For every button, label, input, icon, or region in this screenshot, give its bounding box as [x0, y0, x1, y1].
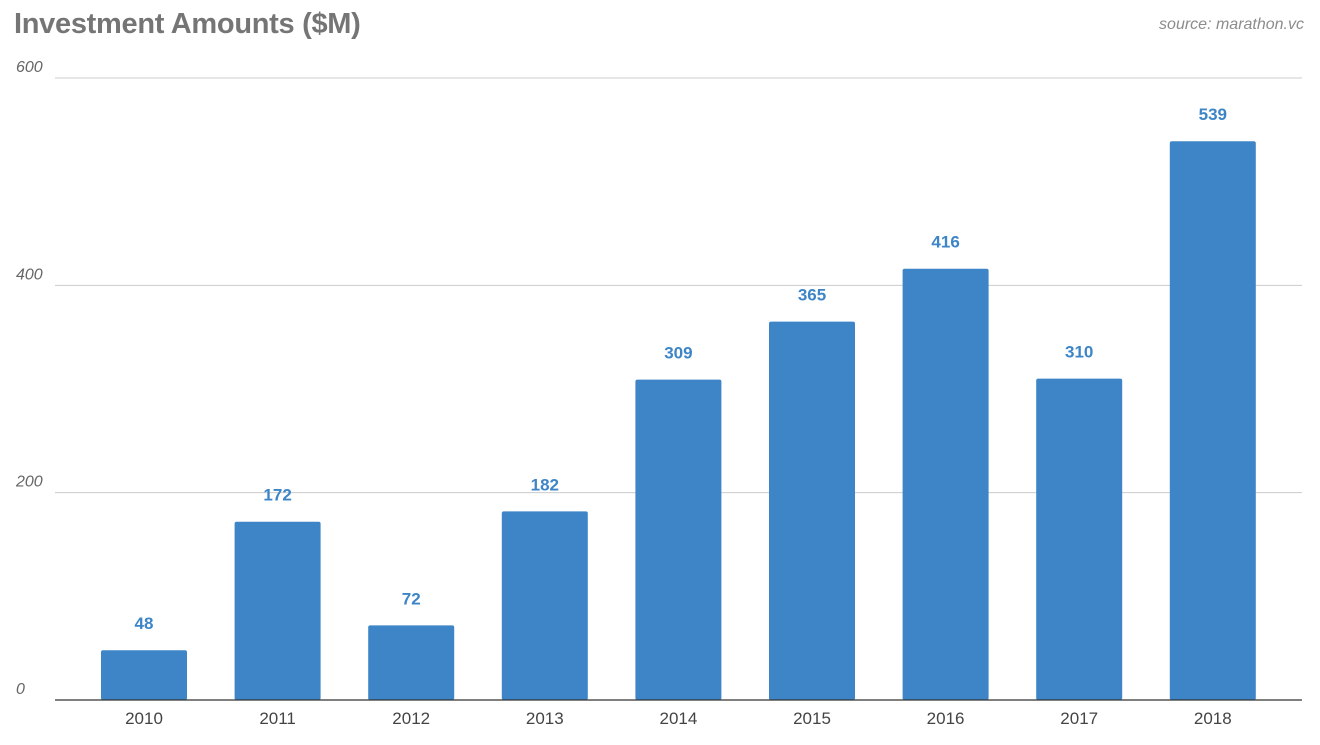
bar-2013	[501, 511, 588, 700]
data-label-2011: 172	[263, 486, 291, 505]
y-tick-label: 400	[16, 266, 43, 283]
x-tick-label-2013: 2013	[526, 709, 564, 728]
bars	[101, 141, 1256, 700]
x-tick-label-2010: 2010	[125, 709, 163, 728]
x-tick-label-2014: 2014	[659, 709, 697, 728]
data-label-2016: 416	[931, 233, 959, 252]
data-label-2012: 72	[402, 589, 421, 608]
y-tick-label: 200	[15, 474, 43, 491]
data-label-2014: 309	[664, 344, 692, 363]
chart-source: source: marathon.vc	[1159, 16, 1304, 33]
data-label-2018: 539	[1199, 105, 1227, 124]
x-tick-label-2012: 2012	[392, 709, 430, 728]
y-tick-label: 0	[16, 681, 25, 698]
data-label-2010: 48	[135, 614, 154, 633]
bar-2017	[1036, 378, 1123, 700]
bar-2018	[1169, 141, 1256, 700]
data-label-2017: 310	[1065, 343, 1093, 362]
bar-2016	[902, 268, 989, 700]
x-tick-label-2018: 2018	[1194, 709, 1232, 728]
y-axis-ticks: 0 200 400 600	[15, 59, 43, 698]
bar-2011	[234, 521, 321, 700]
bar-2014	[635, 379, 722, 700]
bar-2012	[368, 625, 455, 700]
data-label-2015: 365	[798, 286, 826, 305]
x-axis-ticks: 2010 2011 2012 2013 2014 2015 2016 2017 2018	[125, 709, 1232, 728]
data-labels: 48 172 72 182 309 365 416 310 539	[135, 105, 1227, 633]
bar-2010	[101, 650, 187, 700]
x-tick-label-2017: 2017	[1060, 709, 1098, 728]
x-tick-label-2015: 2015	[793, 709, 831, 728]
chart-title: Investment Amounts ($M)	[14, 8, 361, 40]
x-tick-label-2016: 2016	[927, 709, 965, 728]
y-tick-label: 600	[16, 59, 43, 76]
data-label-2013: 182	[531, 475, 559, 494]
bar-2015	[769, 321, 855, 700]
x-tick-label-2011: 2011	[259, 709, 296, 728]
